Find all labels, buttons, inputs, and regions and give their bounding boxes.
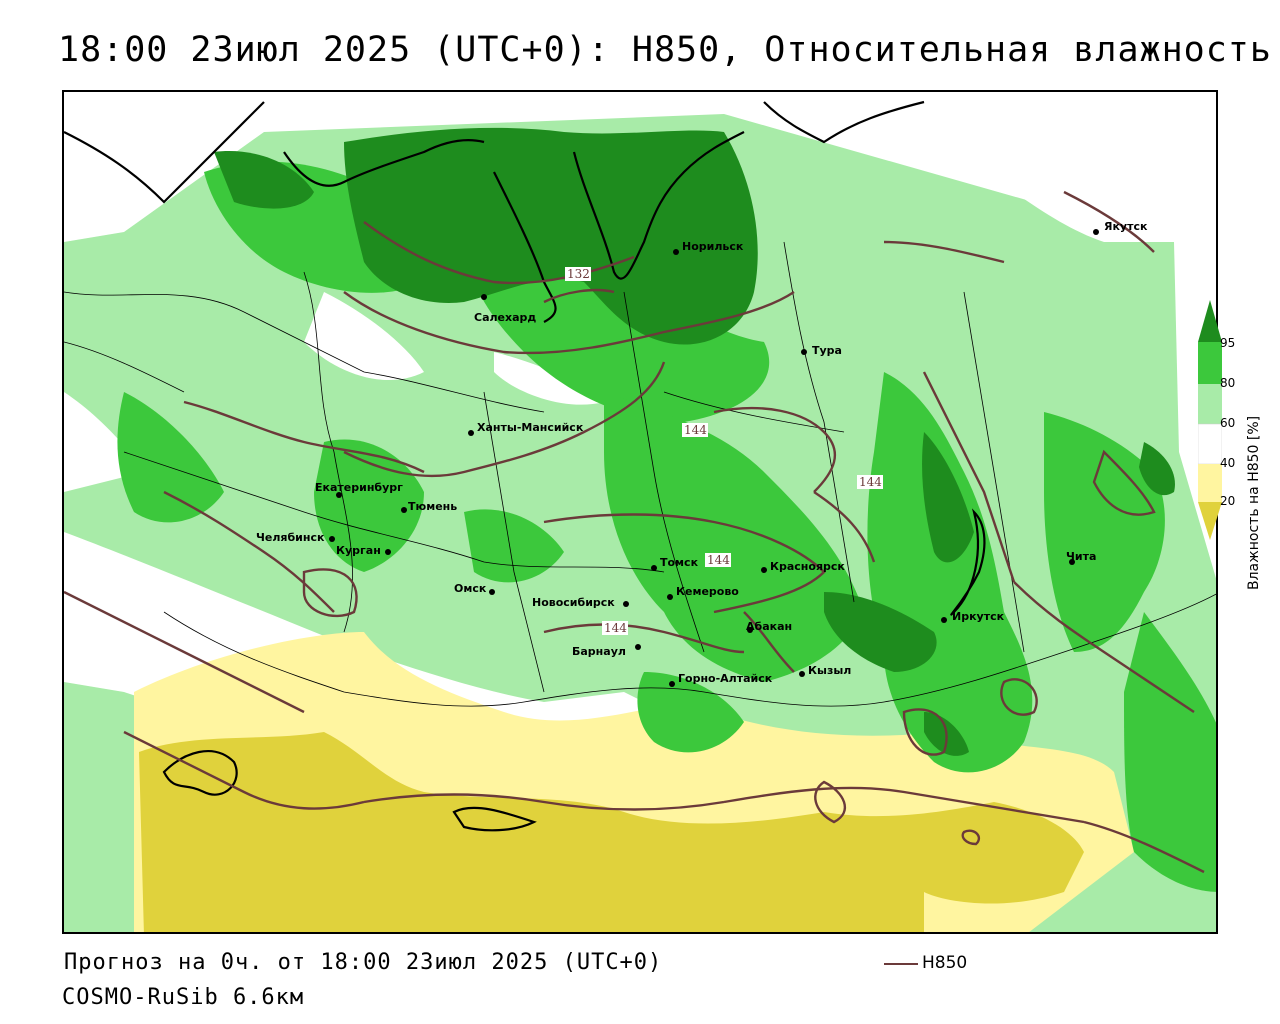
contour-label: 132 — [567, 267, 590, 281]
region-borders — [64, 241, 1216, 707]
contour-label-background — [565, 267, 591, 281]
city-label: Омск — [454, 582, 487, 595]
legend-contour-line — [884, 963, 918, 965]
colorbar-40-60 — [1198, 423, 1222, 465]
contour-label-background — [602, 621, 628, 635]
city-marker — [651, 565, 657, 571]
city-marker — [336, 492, 342, 498]
colorbar-tick-95: 95 — [1220, 336, 1236, 350]
city-marker — [401, 507, 407, 513]
city-label: Барнаул — [572, 645, 626, 658]
city-label: Ханты-Мансийск — [477, 421, 584, 434]
colorbar — [1198, 300, 1222, 540]
city-marker — [747, 627, 753, 633]
city-label: Курган — [336, 544, 381, 557]
contour-label-background — [682, 423, 708, 437]
h850-contours — [64, 190, 1205, 874]
city-marker — [1093, 229, 1099, 235]
colorbar-80-95 — [1198, 342, 1222, 384]
city-label: Якутск — [1104, 220, 1148, 233]
coastlines — [64, 100, 986, 832]
colorbar-bottom-triangle — [1198, 502, 1222, 540]
city-label: Горно-Алтайск — [678, 672, 773, 685]
colorbar-tick-80: 80 — [1220, 376, 1236, 390]
city-label: Челябинск — [256, 531, 325, 544]
contour-label: 144 — [604, 621, 627, 635]
city-label: Иркутск — [952, 610, 1005, 623]
city-marker — [673, 249, 679, 255]
colorbar-title: Влажность на H850 [%] — [1246, 415, 1262, 590]
contour-labels: 132 144 144 144 144 — [565, 267, 883, 635]
colorbar-20-40 — [1198, 464, 1222, 502]
cities: Якутск Норильск Салехард Тура Ханты-Мансийск… — [256, 220, 1148, 687]
city-marker — [623, 601, 629, 607]
contour-label-background — [705, 553, 731, 567]
model-text: COSMO-RuSib 6.6км — [62, 985, 305, 1010]
city-label: Кызыл — [808, 664, 851, 677]
humidity-field-green — [117, 161, 1216, 892]
map-title: 18:00 23июл 2025 (UTC+0): H850, Относите… — [58, 30, 1272, 70]
humidity-field-olive — [139, 732, 1084, 932]
city-marker — [801, 349, 807, 355]
city-marker — [669, 681, 675, 687]
city-marker — [667, 594, 673, 600]
city-marker — [489, 589, 495, 595]
colorbar-tick-40: 40 — [1220, 456, 1236, 470]
city-label: Новосибирск — [532, 596, 615, 609]
city-marker — [635, 644, 641, 650]
city-marker — [481, 294, 487, 300]
city-label: Кемерово — [676, 585, 739, 598]
city-label: Томск — [660, 556, 699, 569]
city-marker — [468, 430, 474, 436]
forecast-text: Прогноз на 0ч. от 18:00 23июл 2025 (UTC+… — [64, 950, 663, 975]
contour-label-background — [857, 475, 883, 489]
city-label: Красноярск — [770, 560, 845, 573]
contour-label: 144 — [859, 475, 882, 489]
city-label: Абакан — [746, 620, 792, 633]
city-marker — [799, 671, 805, 677]
colorbar-tick-60: 60 — [1220, 416, 1236, 430]
map-frame: 132 144 144 144 144 Якутск Норильск Салехард Ту… — [62, 90, 1218, 934]
humidity-map: 132 144 144 144 144 Якутск Норильск Салехард Ту… — [64, 92, 1216, 932]
city-label: Екатеринбург — [315, 481, 403, 494]
city-label: Тюмень — [408, 500, 457, 513]
colorbar-top-triangle — [1198, 300, 1222, 342]
city-label: Норильск — [682, 240, 744, 253]
contour-label: 144 — [684, 423, 707, 437]
contour-label: 144 — [707, 553, 730, 567]
colorbar-60-80 — [1198, 384, 1222, 424]
city-marker — [385, 549, 391, 555]
legend-contour-label: H850 — [922, 953, 968, 973]
city-label: Салехард — [474, 311, 536, 324]
city-label: Тура — [812, 344, 842, 357]
city-marker — [941, 617, 947, 623]
colorbar-tick-20: 20 — [1220, 494, 1236, 508]
city-marker — [761, 567, 767, 573]
city-marker — [1069, 559, 1075, 565]
city-marker — [329, 536, 335, 542]
city-label: Чита — [1066, 550, 1096, 563]
